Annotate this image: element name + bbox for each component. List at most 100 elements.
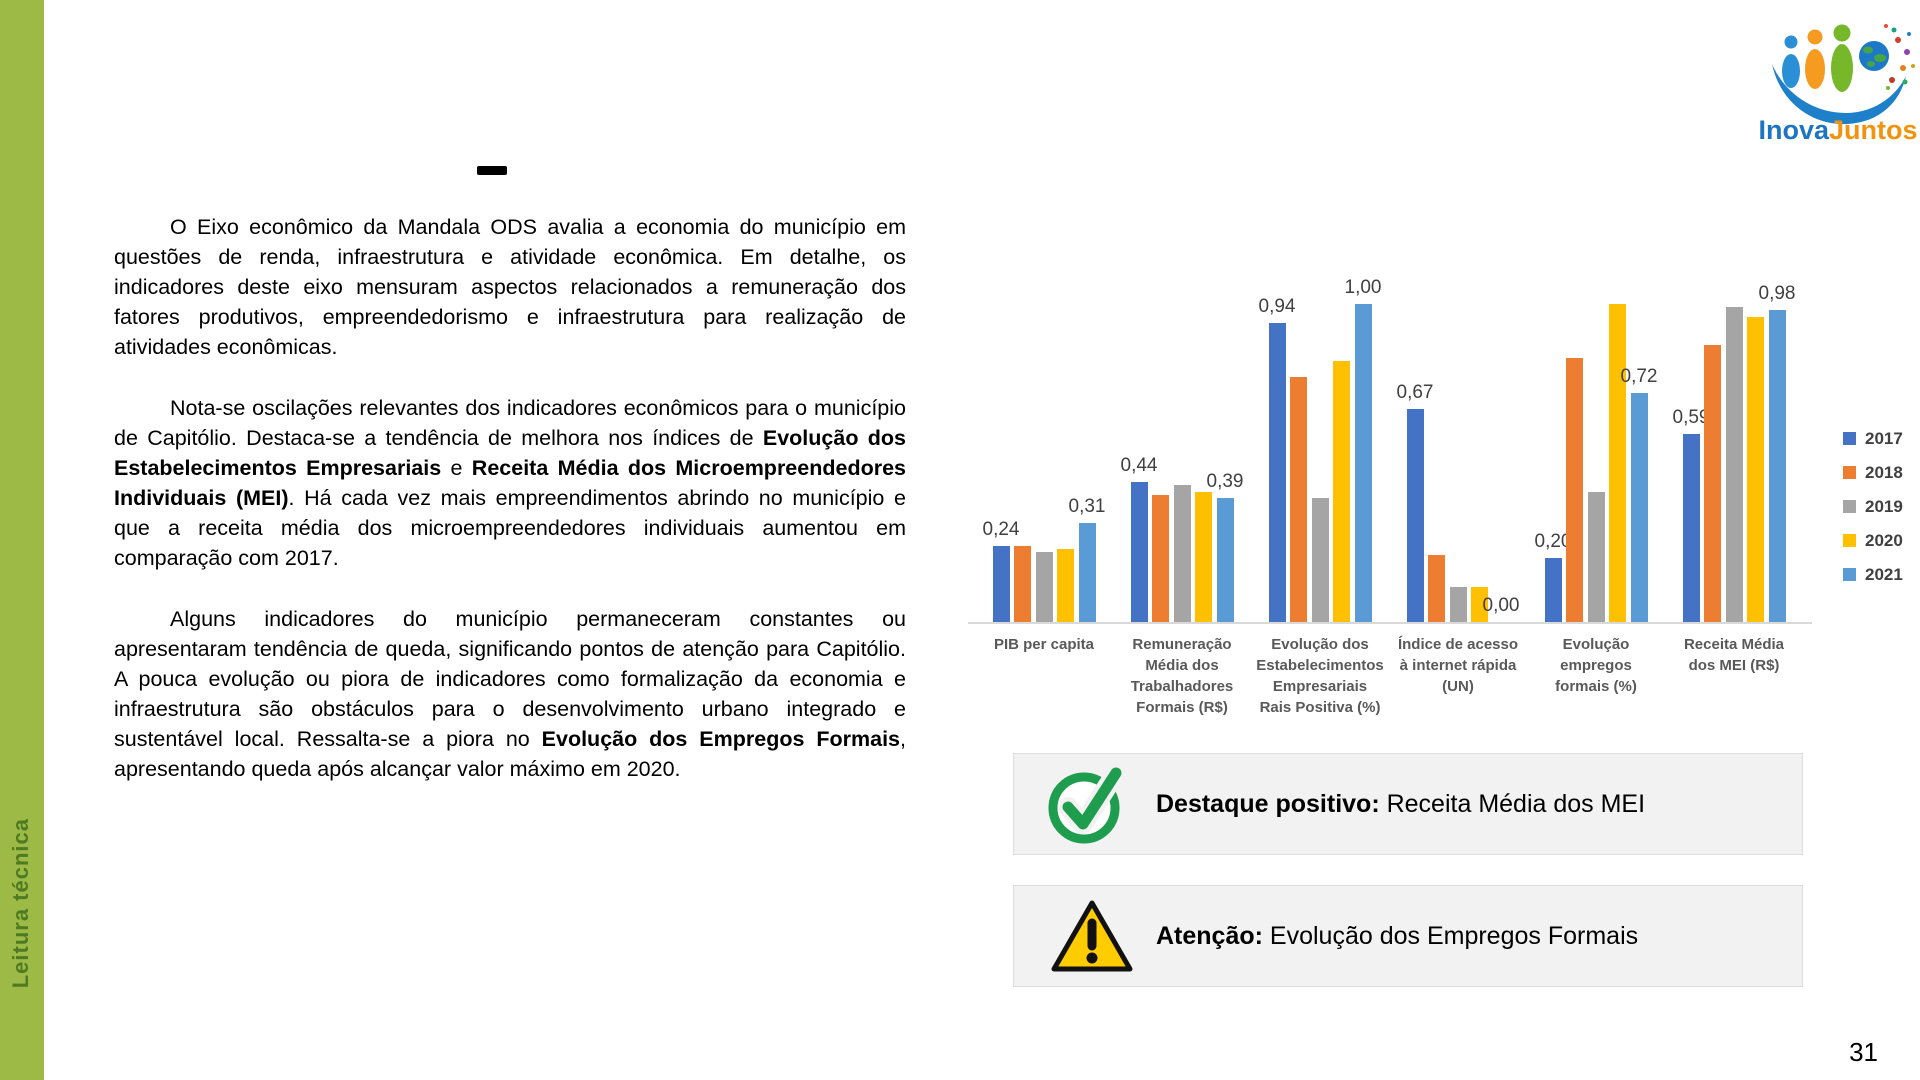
- bold-text: Evolução dos Empregos Formais: [541, 727, 900, 751]
- data-label: 0,31: [1068, 496, 1106, 517]
- logo-person-blue-body: [1782, 54, 1800, 88]
- bar-2020: [1333, 361, 1350, 622]
- data-label: 0,39: [1206, 471, 1244, 492]
- paragraph: O Eixo econômico da Mandala ODS avalia a…: [114, 212, 906, 362]
- legend-label: 2017: [1865, 428, 1903, 448]
- callout-prefix: Destaque positivo:: [1156, 789, 1380, 818]
- bold-text: Receita Média dos Microempreendedores In…: [114, 456, 906, 510]
- logo-person-blue-head: [1784, 35, 1798, 49]
- bar-2017: [1682, 434, 1700, 622]
- bar-2019: [1173, 485, 1191, 622]
- legend-item: 2017: [1843, 428, 1903, 448]
- bar-2020: [1609, 304, 1626, 622]
- text: O Eixo econômico da Mandala ODS avalia a…: [114, 215, 906, 359]
- bar-2018: [1428, 555, 1445, 622]
- bar-group: 0,20 0,72: [1527, 280, 1665, 622]
- bar-2019: [1449, 587, 1467, 622]
- bar-2018: [1566, 358, 1583, 622]
- text: Alguns indicadores do município permanec…: [114, 607, 906, 751]
- legend-swatch: [1843, 432, 1856, 445]
- chart-plot-area: 0,24 0,31 0,44 0,39 0,94 1,00 0,67 0,00 0,20 0,72…: [968, 277, 1812, 624]
- logo-swoosh: [1772, 64, 1906, 125]
- bar-2018: [1014, 546, 1031, 622]
- attention-text: Atenção: Evolução dos Empregos Formais: [1156, 922, 1638, 951]
- bar-chart: 0,24 0,31 0,44 0,39 0,94 1,00 0,67 0,00 0,20 0,72…: [968, 277, 1812, 718]
- legend-item: 2018: [1843, 462, 1903, 482]
- inovajuntos-logo: InovaJuntos: [1758, 24, 1918, 145]
- bar-group: 0,94 1,00: [1251, 277, 1389, 622]
- text: Nota-se oscilações relevantes dos indica…: [114, 396, 906, 450]
- data-label: 0,59: [1672, 407, 1710, 428]
- positive-highlight-box: Destaque positivo: Receita Média dos MEI: [1013, 753, 1803, 855]
- data-label: 0,72: [1620, 366, 1658, 387]
- bar-2017: [1406, 409, 1424, 622]
- bar-2021: [1630, 393, 1648, 622]
- text: e: [441, 456, 472, 480]
- bar-2017: [1268, 323, 1286, 622]
- chart-category-axis: PIB per capita Remuneração Média dos Trab…: [975, 634, 1803, 718]
- data-label: 0,00: [1482, 595, 1520, 616]
- data-label: 0,98: [1758, 283, 1796, 304]
- bar-2018: [1152, 495, 1169, 622]
- text: , apresentando queda após alcançar valor…: [114, 727, 906, 781]
- data-label: 0,94: [1258, 296, 1296, 317]
- bar-2020: [1471, 587, 1488, 622]
- bar-2018: [1704, 345, 1721, 622]
- legend-label: 2018: [1865, 462, 1903, 482]
- bar-2017: [992, 546, 1010, 622]
- left-accent-bar: Leitura técnica: [0, 0, 44, 1080]
- data-label: 0,24: [982, 519, 1020, 540]
- page-number: 31: [1849, 1037, 1878, 1067]
- logo-person-green-body: [1831, 44, 1853, 92]
- legend-item: 2019: [1843, 497, 1903, 516]
- sidebar-section-label: Leitura técnica: [8, 817, 33, 988]
- logo-globe-land: [1867, 61, 1875, 67]
- bar-group: 0,44 0,39: [1113, 280, 1251, 622]
- legend-swatch: [1843, 500, 1856, 513]
- bar-2019: [1587, 492, 1605, 622]
- logo-dots: [1884, 24, 1915, 90]
- category-label: Evolução dos Estabelecimentos Empresaria…: [1256, 636, 1384, 716]
- callout-prefix: Atenção:: [1156, 921, 1263, 950]
- paragraph: Alguns indicadores do município permanec…: [114, 604, 906, 784]
- legend-item: 2021: [1843, 564, 1903, 584]
- legend-swatch: [1843, 534, 1856, 547]
- bar-2020: [1057, 549, 1074, 622]
- logo-person-orange-head: [1807, 29, 1823, 45]
- logo-globe-land: [1874, 54, 1886, 62]
- paragraph: Nota-se oscilações relevantes dos indica…: [114, 393, 906, 573]
- bar-2019: [1725, 307, 1743, 622]
- bar-2020: [1195, 492, 1212, 622]
- bar-2017: [1130, 482, 1148, 622]
- check-circle-icon: [1042, 760, 1142, 848]
- title-dash: [477, 166, 507, 175]
- legend-swatch: [1843, 568, 1856, 581]
- category-label: Índice de acesso à internet rápida (UN): [1397, 636, 1519, 695]
- bar-group: 0,24 0,31: [975, 280, 1113, 622]
- text: . Há cada vez mais empreendimentos abrin…: [114, 486, 906, 570]
- data-label: 0,67: [1396, 382, 1434, 403]
- data-label: 0,20: [1534, 531, 1572, 552]
- bar-2021: [1354, 304, 1372, 622]
- attention-box: Atenção: Evolução dos Empregos Formais: [1013, 885, 1803, 987]
- bar-group: 0,59 0,98: [1665, 280, 1803, 622]
- callout-value: Receita Média dos MEI: [1379, 789, 1646, 818]
- logo-person-green-head: [1833, 24, 1851, 42]
- category-label: Remuneração Média dos Trabalhadores Form…: [1130, 636, 1234, 716]
- category-label: Evolução empregos formais (%): [1555, 636, 1637, 695]
- legend-item: 2020: [1843, 531, 1903, 550]
- data-label: 1,00: [1344, 277, 1382, 298]
- bar-2021: [1216, 498, 1234, 622]
- x-axis-line: [968, 622, 1812, 624]
- logo-person-orange-body: [1805, 49, 1825, 89]
- legend-label: 2021: [1865, 564, 1903, 584]
- bold-text: Evolução dos Estabelecimentos Empresaria…: [114, 426, 906, 480]
- bar-2020: [1747, 317, 1764, 622]
- bar-2021: [1078, 523, 1096, 622]
- callout-value: Evolução dos Empregos Formais: [1262, 921, 1639, 950]
- bar-2017: [1544, 558, 1562, 622]
- legend-swatch: [1843, 466, 1856, 479]
- data-label: 0,44: [1120, 455, 1158, 476]
- bar-2018: [1290, 377, 1307, 622]
